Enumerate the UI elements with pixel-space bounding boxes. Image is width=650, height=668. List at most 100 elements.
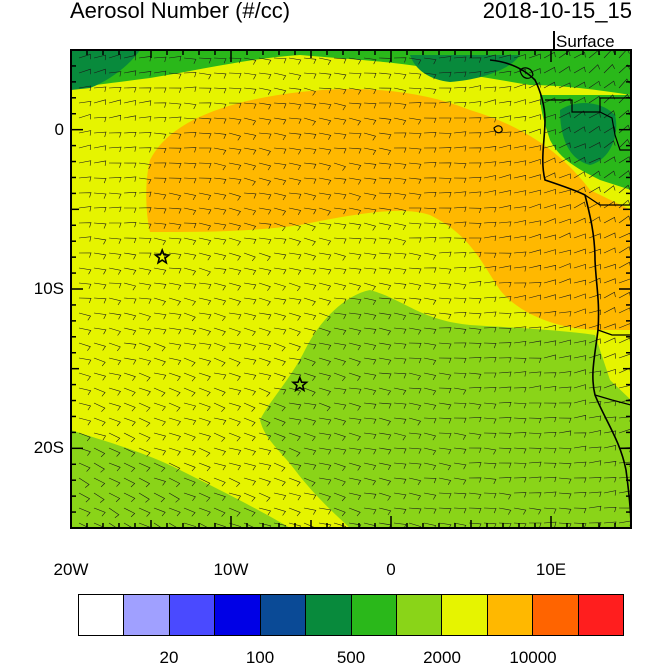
wind-barb — [393, 57, 407, 63]
wind-barb — [318, 192, 332, 200]
lon-tick-label: 10E — [535, 560, 567, 579]
wind-barb — [108, 192, 122, 199]
wind-barb — [138, 432, 151, 442]
wind-barb — [483, 54, 496, 60]
wind-barb — [438, 432, 452, 439]
wind-barb — [498, 492, 512, 500]
wind-barb — [543, 66, 556, 74]
wind-barb — [498, 342, 512, 348]
wind-barb — [453, 252, 467, 258]
wind-barb — [468, 85, 482, 91]
wind-barb — [513, 477, 527, 483]
wind-barb — [528, 99, 541, 105]
wind-barb — [603, 140, 616, 149]
wind-barb — [558, 462, 572, 469]
wind-barb — [78, 282, 92, 289]
wind-barb — [183, 117, 197, 124]
wind-barb — [318, 87, 332, 94]
wind-barb — [153, 282, 167, 290]
wind-barb — [498, 205, 512, 211]
wind-barb — [198, 387, 211, 397]
wind-barb — [258, 477, 271, 486]
wind-barb — [588, 505, 602, 512]
wind-barb — [588, 353, 601, 360]
wind-barb — [318, 177, 332, 185]
wind-barb — [498, 447, 512, 454]
wind-barb — [273, 432, 286, 442]
wind-barb — [453, 237, 467, 244]
wind-barb — [333, 192, 347, 200]
wind-barb — [558, 417, 572, 424]
colorbar-swatch — [533, 595, 579, 635]
wind-barb — [93, 327, 107, 335]
wind-barb — [183, 162, 197, 169]
wind-barb — [528, 264, 542, 271]
wind-barb — [303, 267, 317, 275]
wind-barb — [153, 342, 166, 352]
wind-barb — [78, 206, 92, 212]
wind-barb — [108, 114, 122, 121]
wind-barb — [529, 522, 542, 528]
wind-barb — [183, 522, 196, 528]
wind-barb — [303, 252, 317, 261]
wind-barb — [138, 417, 151, 427]
wind-barb — [318, 207, 331, 216]
wind-barb — [468, 507, 482, 514]
wind-barb — [183, 177, 197, 184]
wind-barb — [243, 372, 257, 380]
star-marker — [153, 247, 171, 265]
wind-barb — [243, 387, 256, 396]
wind-barb — [558, 492, 572, 499]
wind-barb — [258, 297, 271, 306]
wind-barb — [183, 312, 196, 322]
wind-barb — [123, 237, 137, 244]
wind-barb — [213, 132, 227, 140]
wind-barb — [273, 267, 287, 275]
wind-barb — [558, 339, 571, 346]
wind-barb — [183, 342, 197, 350]
wind-barb — [348, 177, 362, 185]
wind-barb — [138, 116, 152, 122]
wind-barb — [333, 207, 347, 215]
wind-barb — [543, 324, 557, 331]
wind-barb — [393, 87, 407, 96]
wind-barb — [378, 507, 392, 516]
wind-barb — [183, 417, 197, 426]
wind-barb — [168, 327, 182, 335]
wind-barb — [198, 207, 212, 215]
wind-barb — [513, 145, 527, 151]
wind-barb — [333, 297, 347, 304]
wind-barb — [258, 462, 272, 470]
wind-barb — [483, 432, 497, 439]
wind-barb — [468, 101, 482, 107]
wind-barb — [228, 357, 241, 367]
wind-barb — [168, 55, 182, 62]
wind-barb — [573, 477, 587, 483]
wind-barb — [468, 402, 482, 410]
wind-barb — [78, 312, 92, 321]
wind-barb — [123, 402, 136, 412]
wind-barb — [558, 249, 571, 256]
wind-barb — [558, 204, 571, 210]
wind-barb — [108, 342, 121, 352]
wind-barb — [318, 372, 332, 381]
wind-barb — [108, 252, 122, 260]
wind-barb — [468, 357, 482, 363]
wind-barb — [273, 237, 287, 244]
wind-barb — [468, 432, 482, 440]
wind-barb — [273, 102, 287, 109]
wind-barb — [603, 506, 617, 513]
lat-tick-label: 20S — [33, 438, 64, 458]
wind-barb — [153, 222, 167, 229]
wind-barb — [108, 327, 121, 336]
wind-barb — [93, 86, 107, 92]
wind-barb — [558, 173, 571, 179]
wind-barb — [258, 162, 272, 171]
wind-barb — [303, 507, 317, 515]
wind-barb — [483, 507, 497, 514]
wind-barb — [124, 207, 137, 213]
wind-barb — [93, 131, 107, 138]
wind-barb — [378, 402, 392, 409]
wind-barb — [603, 185, 616, 194]
wind-barb — [468, 207, 482, 214]
